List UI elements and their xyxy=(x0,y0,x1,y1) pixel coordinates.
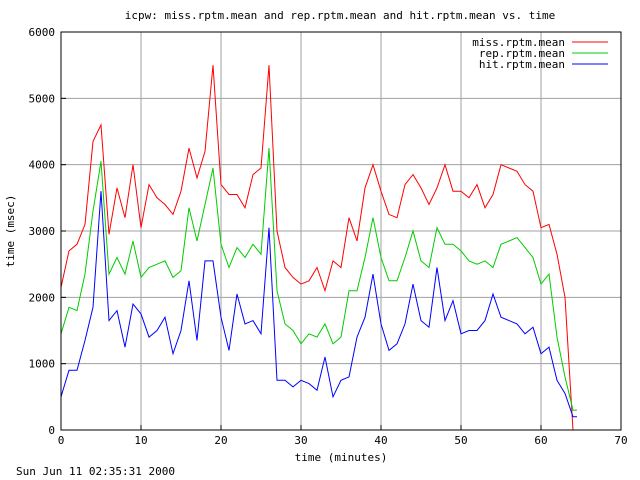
x-tick-label: 50 xyxy=(454,434,467,447)
axis-ticks: 0 10 20 30 40 50 60 70 0 1000 2000 3000 4000 5000 6000 xyxy=(29,26,628,447)
legend-label: hit.rptm.mean xyxy=(479,58,565,71)
series-lines xyxy=(60,65,577,431)
legend-label: miss.rptm.mean xyxy=(472,36,565,49)
y-tick-label: 5000 xyxy=(29,92,56,105)
y-tick-label: 2000 xyxy=(29,291,56,304)
y-tick-label: 1000 xyxy=(29,358,56,371)
series-line-miss-rptm-mean xyxy=(60,65,577,431)
footer-timestamp: Sun Jun 11 02:35:31 2000 xyxy=(16,465,175,478)
legend-label: rep.rptm.mean xyxy=(479,47,565,60)
x-tick-label: 30 xyxy=(294,434,307,447)
x-tick-label: 70 xyxy=(614,434,627,447)
x-tick-label: 60 xyxy=(534,434,547,447)
x-tick-label: 10 xyxy=(134,434,147,447)
y-axis-label: time (msec) xyxy=(4,195,17,268)
y-tick-label: 3000 xyxy=(29,225,56,238)
y-tick-label: 0 xyxy=(48,424,55,437)
x-axis-label: time (minutes) xyxy=(295,451,388,464)
grid xyxy=(60,31,622,431)
series-line-hit-rptm-mean xyxy=(60,191,577,418)
x-tick-label: 20 xyxy=(214,434,227,447)
series-line-rep-rptm-mean xyxy=(60,148,577,411)
x-tick-label: 40 xyxy=(374,434,387,447)
chart-title: icpw: miss.rptm.mean and rep.rptm.mean a… xyxy=(125,9,555,22)
y-tick-label: 6000 xyxy=(29,26,56,39)
y-tick-label: 4000 xyxy=(29,159,56,172)
x-tick-label: 0 xyxy=(58,434,65,447)
